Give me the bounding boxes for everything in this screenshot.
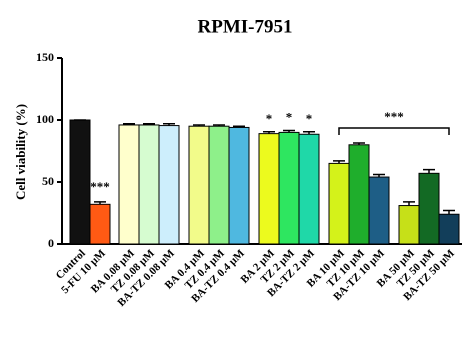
error-bar [443, 209, 455, 215]
bar [208, 125, 230, 245]
bar [398, 205, 420, 245]
error-bar [333, 160, 345, 164]
significance-bracket [338, 127, 450, 135]
significance-label: * [266, 111, 273, 126]
bar [228, 126, 250, 245]
error-bar [373, 173, 385, 178]
bar [258, 133, 280, 245]
y-axis-label: Cell viability (%) [13, 104, 28, 200]
error-bar [163, 122, 175, 126]
y-tick-label: 150 [36, 50, 54, 64]
significance-label: * [286, 110, 293, 125]
y-tick-label: 100 [36, 112, 54, 126]
bar [368, 176, 390, 245]
error-bar [423, 168, 435, 174]
bar [278, 131, 300, 245]
error-bar [143, 122, 155, 125]
error-bar [403, 201, 415, 206]
bar [69, 119, 91, 245]
significance-label: *** [384, 109, 404, 124]
bar [158, 125, 180, 245]
error-bar [263, 131, 275, 134]
y-tick-label: 0 [48, 236, 54, 250]
significance-label: *** [90, 179, 110, 194]
error-bar [213, 124, 225, 127]
bar [188, 125, 210, 245]
error-bar [283, 129, 295, 133]
bar [138, 124, 160, 245]
error-bar [123, 122, 135, 125]
bar [298, 133, 320, 245]
bar [418, 172, 440, 245]
significance-label: * [306, 111, 313, 126]
error-bar [193, 124, 205, 127]
error-bar [94, 201, 106, 205]
error-bar [353, 142, 365, 145]
y-tick-label: 50 [42, 174, 54, 188]
bar [89, 203, 111, 245]
chart-title: RPMI-7951 [198, 16, 293, 37]
bar [438, 213, 460, 245]
error-bar [303, 131, 315, 135]
error-bar [233, 125, 245, 128]
bar [118, 124, 140, 245]
bar [328, 162, 350, 245]
bar [348, 144, 370, 245]
